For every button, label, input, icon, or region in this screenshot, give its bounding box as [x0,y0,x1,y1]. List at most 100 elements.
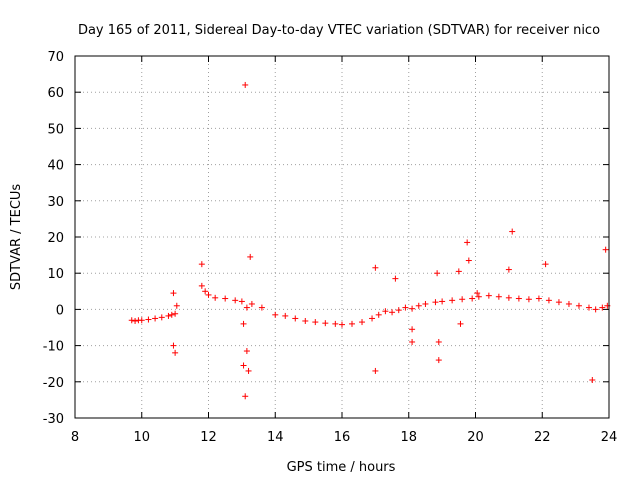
data-point [292,315,299,322]
y-tick-labels: -30 -20 -10 0 10 20 30 40 50 60 70 [43,50,64,427]
data-point [242,81,249,88]
data-point [515,295,522,302]
x-tick-label: 24 [601,430,618,445]
data-point [465,257,472,264]
data-point [432,299,439,306]
data-point [495,293,502,300]
plot-frame [74,55,610,419]
data-point [542,261,549,268]
data-point [128,317,135,324]
data-point [389,309,396,316]
data-point [322,320,329,327]
data-point [170,290,177,297]
data-point [455,268,462,275]
data-point [449,297,456,304]
x-tick-labels: 8 10 12 14 16 18 20 22 24 [71,430,617,445]
data-point [422,300,429,307]
data-point [145,316,152,323]
data-point [168,311,175,318]
data-point [198,261,205,268]
y-tick-label: 50 [47,122,64,137]
data-point [240,362,247,369]
data-point [372,367,379,374]
data-point [339,321,345,328]
data-point [245,367,252,374]
y-tick-label: -10 [43,340,64,355]
data-point [258,304,265,311]
x-axis-label: GPS time / hours [287,460,396,475]
data-point [369,315,376,322]
data-point [555,299,562,306]
data-point [170,342,177,349]
data-point [505,294,512,301]
data-point [457,320,464,327]
data-point [349,320,356,327]
data-point [205,291,212,298]
y-tick-label: 20 [47,231,64,246]
y-tick-label: 10 [47,267,64,282]
x-tick-label: 8 [71,430,79,445]
data-point [172,349,179,356]
y-tick-label: 30 [47,195,64,210]
data-point [589,376,596,383]
data-point [474,290,481,297]
data-point [435,338,442,345]
data-point [272,311,279,318]
x-tick-label: 22 [534,430,551,445]
x-tick-label: 14 [267,430,284,445]
grid [75,56,609,418]
data-point [158,314,165,321]
data-point [485,292,492,299]
data-point [509,228,516,235]
data-point [602,246,609,253]
data-point [248,300,255,307]
data-point [247,253,254,260]
data-point [382,308,389,315]
x-tick-label: 18 [400,430,417,445]
data-point [232,297,239,304]
data-point [464,239,471,246]
x-tick-label: 20 [467,430,484,445]
chart-title: Day 165 of 2011, Sidereal Day-to-day VTE… [78,23,600,38]
data-point [434,270,441,277]
data-point [172,310,179,317]
data-point [469,295,476,302]
data-points [128,81,611,400]
data-point [592,306,599,313]
data-point [525,296,532,303]
data-point [238,298,245,305]
y-tick-label: 60 [47,86,64,101]
y-tick-label: -30 [43,412,64,427]
data-point [242,393,249,400]
data-point [332,320,339,327]
data-point [165,312,172,319]
data-point [282,312,289,319]
y-tick-label: 0 [56,303,64,318]
data-point [243,348,250,355]
y-tick-label: 70 [47,50,64,65]
data-point [375,311,382,318]
data-point [222,295,229,302]
y-tick-label: 40 [47,159,64,174]
data-point [439,298,446,305]
data-point [599,304,606,311]
data-point [138,317,145,324]
x-tick-label: 16 [334,430,351,445]
data-point [402,304,409,311]
data-point [173,302,180,309]
data-point [409,326,416,333]
data-point [545,297,552,304]
data-point [409,338,416,345]
data-point [415,302,422,309]
data-point [359,319,366,326]
data-point [302,317,309,324]
data-point [575,302,582,309]
data-point [132,317,139,324]
data-point [152,315,159,322]
y-tick-label: -20 [43,376,64,391]
data-point [459,296,466,303]
data-point [212,294,219,301]
data-point [505,266,512,273]
data-point [392,275,399,282]
